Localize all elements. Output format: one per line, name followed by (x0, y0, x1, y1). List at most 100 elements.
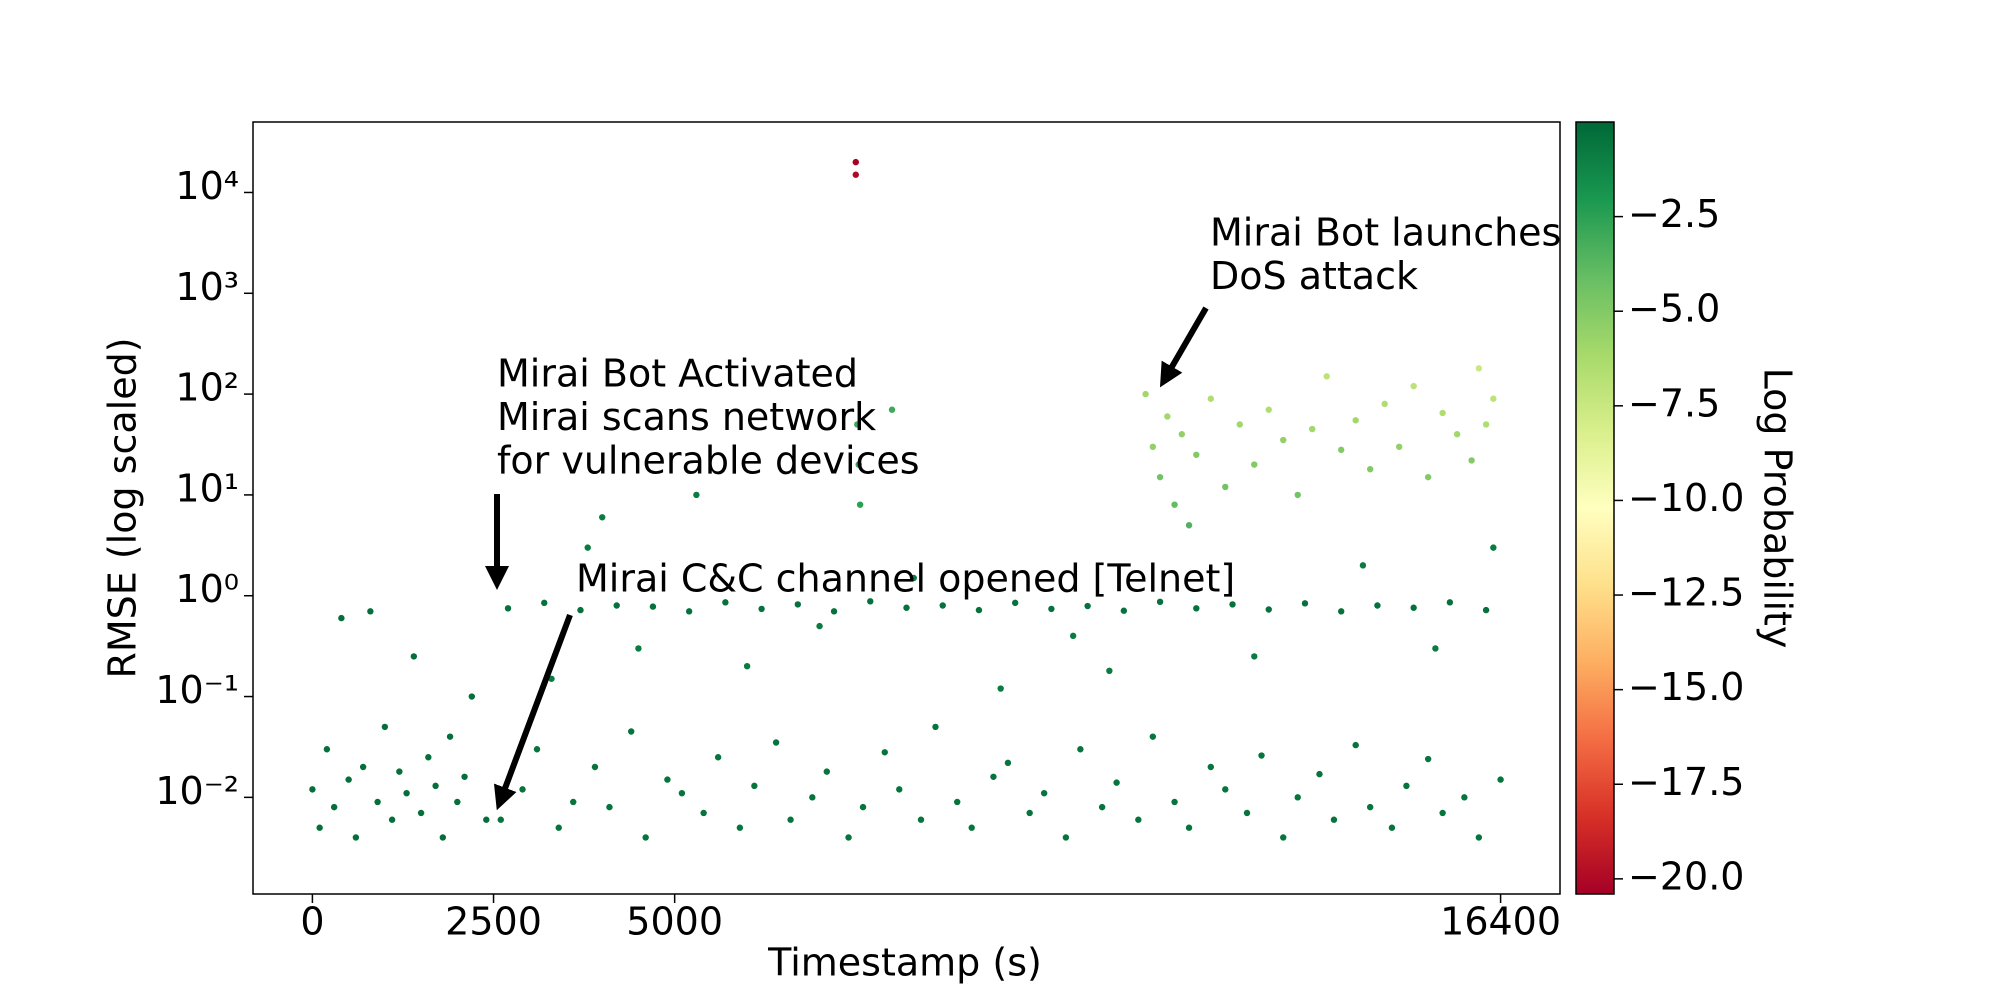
x-tick-label: 5000 (626, 900, 723, 944)
colorbar-tick-label: −5.0 (1628, 287, 1720, 331)
point (323, 746, 331, 753)
point (917, 816, 925, 823)
point (1475, 834, 1483, 841)
point (1366, 803, 1374, 811)
point (1446, 599, 1454, 606)
point (1222, 483, 1229, 491)
point (1294, 794, 1301, 801)
point (997, 685, 1004, 692)
point (888, 406, 896, 413)
point (1077, 746, 1084, 753)
point (599, 514, 606, 521)
point (642, 834, 649, 841)
point (975, 606, 983, 614)
point (1301, 600, 1309, 607)
point (345, 776, 352, 783)
point (867, 598, 874, 605)
point (1222, 786, 1229, 793)
point (1185, 522, 1193, 529)
annotation: Mirai Bot Activated (497, 352, 858, 396)
point (794, 601, 802, 608)
point (693, 491, 700, 499)
point (809, 794, 816, 801)
point (425, 754, 432, 761)
point (367, 608, 374, 615)
point (396, 768, 403, 775)
y-axis-label: RMSE (log scaled) (101, 337, 145, 678)
point (359, 763, 367, 771)
point (1084, 602, 1091, 610)
point (1294, 491, 1301, 499)
colorbar-tick-label: −2.5 (1628, 192, 1720, 236)
point (309, 786, 316, 793)
point (1453, 431, 1461, 438)
point (577, 606, 584, 614)
point (1236, 421, 1243, 428)
x-tick-label: 0 (300, 900, 324, 944)
point (649, 603, 657, 610)
point (1113, 779, 1120, 786)
point (468, 693, 475, 700)
point (1164, 413, 1171, 420)
point (497, 816, 504, 823)
point (852, 171, 859, 178)
point (1482, 421, 1490, 428)
point (1098, 803, 1106, 811)
plot-frame (252, 121, 1561, 895)
point (1040, 789, 1048, 797)
point (1410, 604, 1417, 611)
point (990, 773, 997, 780)
point (541, 599, 548, 607)
point (896, 786, 903, 793)
point (1171, 501, 1178, 508)
x-tick-label: 2500 (445, 900, 542, 944)
annotation: Mirai C&C channel opened [Telnet] (576, 557, 1235, 601)
y-tick-label: 10⁰ (175, 567, 239, 611)
point (664, 776, 671, 783)
point (1120, 607, 1128, 614)
point (1258, 752, 1265, 759)
point (627, 728, 635, 735)
point (570, 798, 577, 806)
x-axis-label: Timestamp (s) (767, 941, 1042, 985)
point (1439, 809, 1446, 817)
point (881, 749, 888, 756)
point (1280, 436, 1287, 444)
point (606, 803, 613, 811)
point (700, 809, 707, 817)
point (1004, 759, 1012, 767)
colorbar-label: Log Probability (1756, 368, 1800, 649)
point (1026, 809, 1033, 817)
arrow (1159, 306, 1209, 388)
colorbar-tick-label: −7.5 (1628, 381, 1720, 425)
point (1265, 406, 1272, 413)
point (714, 754, 722, 761)
point (1207, 395, 1214, 402)
annotation: DoS attack (1210, 254, 1418, 298)
point (1193, 451, 1200, 458)
point (823, 768, 831, 775)
point (954, 798, 961, 806)
point (1338, 446, 1345, 454)
point (1156, 598, 1164, 606)
point (1251, 653, 1258, 660)
point (903, 604, 910, 611)
y-tick-label: 10⁻² (155, 769, 239, 813)
point (1243, 809, 1251, 817)
point (461, 773, 468, 780)
point (1359, 562, 1367, 569)
point (968, 824, 975, 831)
point (743, 662, 751, 670)
point (1265, 606, 1272, 613)
point (1424, 755, 1432, 763)
point (852, 158, 859, 166)
point (1193, 605, 1200, 612)
point (1338, 608, 1345, 615)
point (1149, 443, 1157, 451)
point (555, 824, 562, 831)
point (1410, 382, 1417, 390)
point (1156, 473, 1164, 481)
point (1403, 782, 1410, 790)
point (1069, 632, 1077, 640)
